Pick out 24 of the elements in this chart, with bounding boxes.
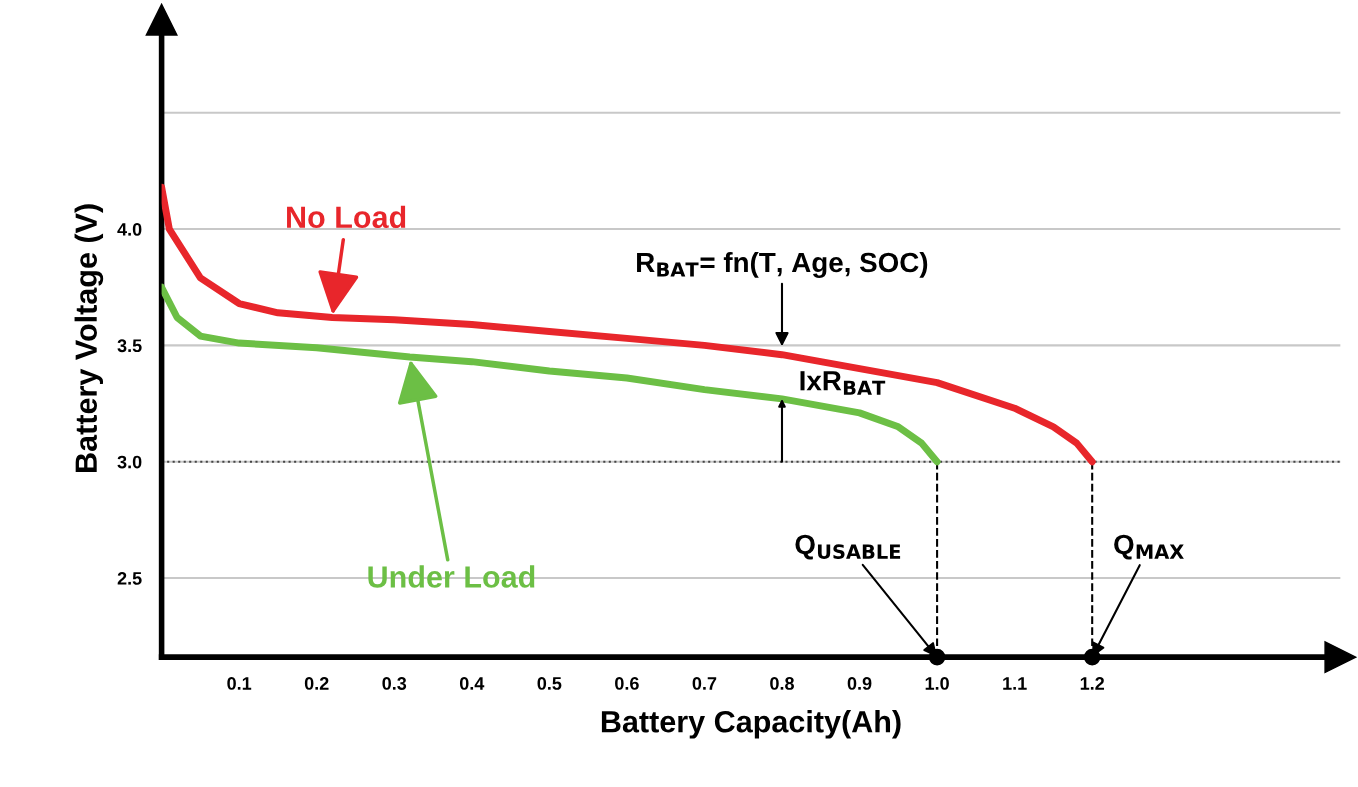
x-tick-label: 0.3 bbox=[382, 677, 407, 690]
y-tick-label: 3.5 bbox=[117, 339, 142, 353]
x-tick-label: 0.5 bbox=[537, 677, 562, 690]
annotation: Q$_{USABLE}$ bbox=[795, 534, 901, 560]
text: No Load bbox=[287, 205, 406, 229]
y-tick-label: 4.0 bbox=[117, 223, 142, 236]
y-axis-title: Battery Voltage (V) bbox=[74, 204, 104, 472]
x-tick-label: 0.4 bbox=[459, 677, 485, 690]
x-tick-label: 0.7 bbox=[692, 677, 717, 690]
x-tick-label: 0.2 bbox=[304, 677, 329, 690]
x-tick-label: 0.6 bbox=[615, 677, 639, 690]
text: Under Load bbox=[368, 565, 535, 588]
annotation: IxR$_{BAT}$ bbox=[800, 371, 886, 395]
y-tick-label: 3.0 bbox=[117, 455, 142, 469]
x-axis-title: Battery Capacity(Ah) bbox=[601, 710, 901, 739]
annotation: R$_{BAT}$= fn(T, Age, SOC) bbox=[637, 251, 928, 278]
x-tick-label: 0.1 bbox=[227, 677, 252, 690]
x-tick-label: 1.2 bbox=[1080, 677, 1105, 690]
x-tick-label: 0.8 bbox=[770, 677, 794, 690]
y-tick-label: 2.5 bbox=[117, 571, 142, 585]
x-tick-label: 1.1 bbox=[1003, 677, 1027, 690]
x-tick-label: 0.9 bbox=[847, 677, 872, 690]
x-tick-label: 1.0 bbox=[925, 677, 949, 690]
annotation: Q$_{MAX}$ bbox=[1114, 534, 1184, 560]
